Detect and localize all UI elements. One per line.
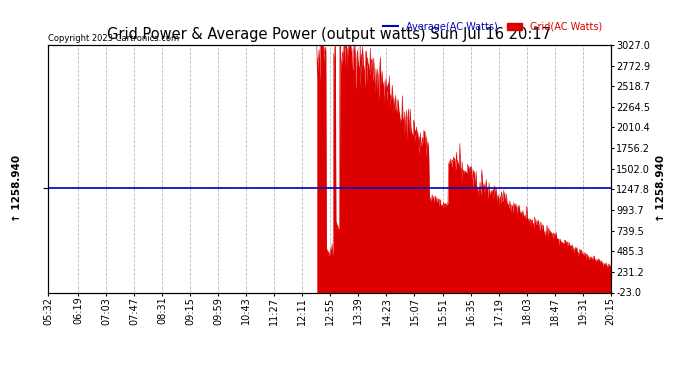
Text: ↑ 1258.940: ↑ 1258.940 bbox=[12, 155, 22, 222]
Text: Copyright 2023 Cartronics.com: Copyright 2023 Cartronics.com bbox=[48, 33, 179, 42]
Text: ↑ 1258.940: ↑ 1258.940 bbox=[656, 155, 667, 222]
Title: Grid Power & Average Power (output watts) Sun Jul 16 20:17: Grid Power & Average Power (output watts… bbox=[108, 27, 551, 42]
Legend: Average(AC Watts), Grid(AC Watts): Average(AC Watts), Grid(AC Watts) bbox=[380, 18, 606, 36]
